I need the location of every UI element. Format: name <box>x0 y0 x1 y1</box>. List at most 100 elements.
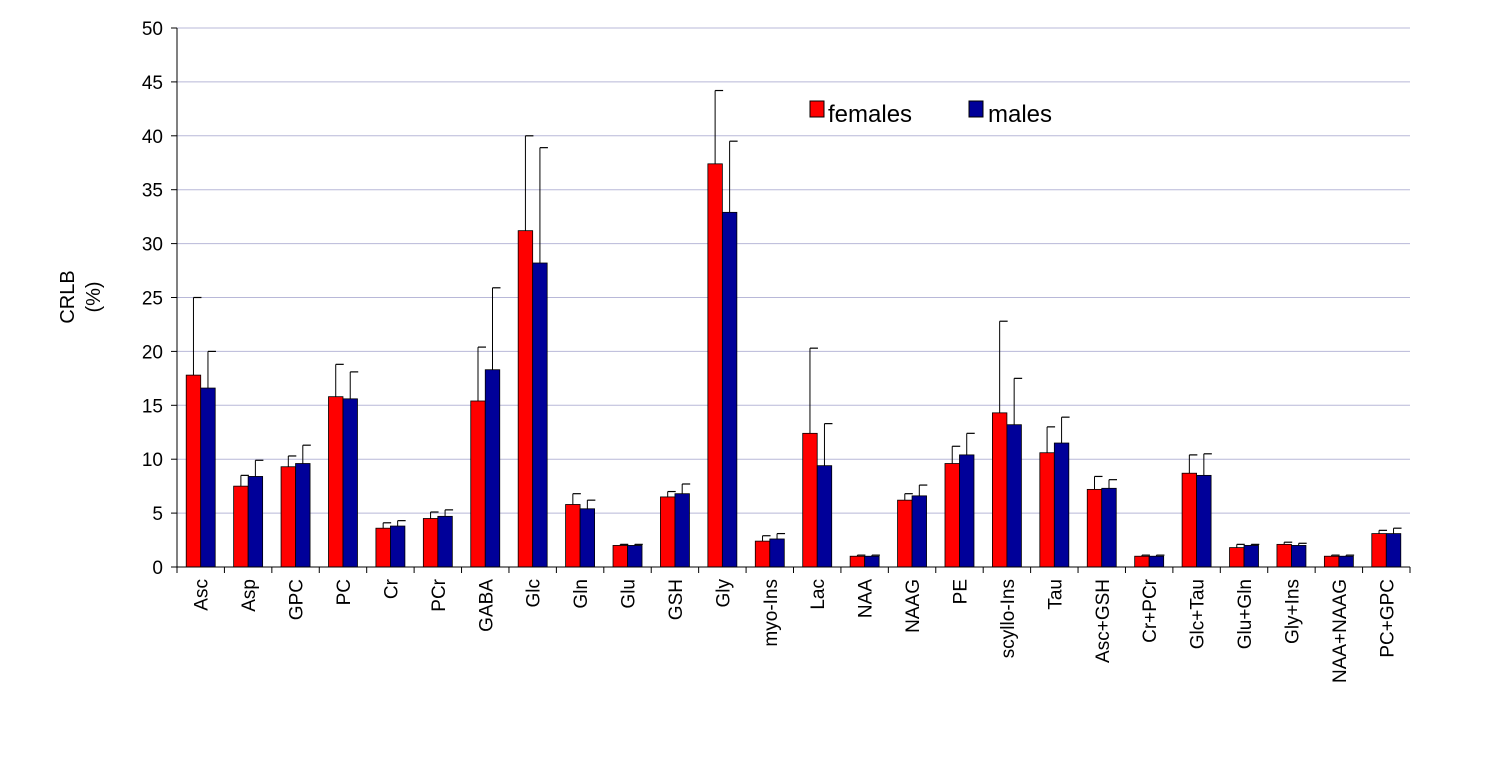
y-axis-label-line2: (%) <box>83 281 105 312</box>
y-axis-label: CRLB (%) <box>57 270 105 323</box>
bar-males-Cr <box>390 525 406 568</box>
bar-females-Lac <box>802 432 818 568</box>
bar-females-scyllo-Ins <box>992 412 1008 568</box>
bar-females-Gln <box>565 504 581 568</box>
x-tick-label: Glu+Gln <box>1235 579 1256 649</box>
bar-males-scyllo-Ins <box>1006 424 1022 568</box>
bar-males-Lac <box>816 465 833 568</box>
x-tick-label: Gly+Ins <box>1282 579 1303 644</box>
bars <box>185 163 1402 568</box>
bar-males-Asp <box>247 476 264 568</box>
bar-males-Gly <box>721 211 738 568</box>
x-tick-label: Glu <box>619 579 640 609</box>
bar-females-Glc+Tau <box>1181 472 1197 568</box>
gridlines <box>177 27 1410 514</box>
bar-females-Glu <box>612 545 628 568</box>
bar-males-GABA <box>484 369 501 568</box>
bar-females-Cr+PCr <box>1134 555 1150 568</box>
bar-males-Cr+PCr <box>1148 555 1165 568</box>
y-tick-label: 40 <box>142 127 163 148</box>
bar-males-Glc <box>532 262 548 568</box>
error-bars <box>192 89 1402 557</box>
y-tick-label: 45 <box>142 73 163 94</box>
x-tick-label: Cr+PCr <box>1140 578 1161 643</box>
bar-females-Asc <box>185 374 202 568</box>
bar-females-GPC <box>280 466 296 568</box>
bar-males-GSH <box>674 493 690 568</box>
x-tick-label: PC+GPC <box>1377 579 1398 658</box>
bar-males-NAAG <box>911 495 927 568</box>
x-tick-label: scyllo-Ins <box>998 579 1019 658</box>
bar-males-GPC <box>295 463 311 568</box>
bar-males-Asc+GSH <box>1101 487 1117 568</box>
x-tick-labels: Asc Asp GPC PC Cr PCr GABA Glc Gln Glu GSH Gly myo-I… <box>192 578 1399 683</box>
x-tick-label: Cr <box>381 578 402 599</box>
bar-males-PC+GPC <box>1385 533 1402 568</box>
y-tick-label: 0 <box>152 558 163 579</box>
y-tick-label: 15 <box>142 396 163 417</box>
bar-males-Asc <box>200 387 216 568</box>
bar-females-Asp <box>233 485 249 568</box>
legend-label-females: females <box>828 101 912 128</box>
bar-males-PE <box>959 454 975 568</box>
bar-males-Glu+Gln <box>1243 545 1259 568</box>
bar-females-Glu+Gln <box>1229 547 1245 568</box>
y-tick-label: 20 <box>142 342 163 363</box>
y-tick-label: 25 <box>142 289 163 310</box>
bar-females-Tau <box>1039 452 1055 568</box>
bar-females-Cr <box>375 527 391 568</box>
y-tick-labels: 0 5 10 15 20 25 30 35 40 45 50 <box>142 19 163 579</box>
bar-females-PC <box>328 396 344 568</box>
x-tick-label: NAAG <box>903 579 924 633</box>
bar-males-NAA <box>864 555 880 568</box>
bar-females-Asc+GSH <box>1086 488 1103 568</box>
x-tick-label: PCr <box>429 578 450 611</box>
bar-females-Gly+Ins <box>1276 543 1292 568</box>
bar-males-PCr <box>437 515 453 568</box>
x-tick-label: Tau <box>1045 579 1066 610</box>
y-tick-label: 50 <box>142 19 163 40</box>
bar-females-GSH <box>660 496 676 568</box>
bar-males-Gly+Ins <box>1291 545 1307 568</box>
bar-males-NAA+NAAG <box>1338 555 1354 568</box>
y-tick-label: 30 <box>142 235 163 256</box>
bar-females-PE <box>944 463 960 568</box>
bar-females-Gly <box>707 163 723 568</box>
x-tick-label: Gly <box>713 579 734 608</box>
x-tick-label: Glc <box>524 579 545 608</box>
y-tick-label: 5 <box>152 504 163 525</box>
x-tick-label: Glc+Tau <box>1188 579 1209 649</box>
bar-males-myo-Ins <box>769 538 785 568</box>
x-tick-label: NAA <box>856 579 877 618</box>
legend-swatch-females <box>809 100 825 118</box>
bar-males-Glu <box>627 545 643 568</box>
x-tick-label: Asc+GSH <box>1093 579 1114 663</box>
bar-females-myo-Ins <box>754 540 771 568</box>
x-tick-label: GPC <box>287 579 308 620</box>
bar-females-NAA+NAAG <box>1323 555 1340 568</box>
x-tick-label: Asc <box>192 579 213 611</box>
axes <box>171 27 1411 573</box>
bar-males-Glc+Tau <box>1196 474 1212 568</box>
x-tick-label: Asp <box>239 579 260 612</box>
bar-males-Gln <box>579 508 595 568</box>
x-tick-label: GABA <box>476 579 497 632</box>
bar-females-PC+GPC <box>1371 533 1387 568</box>
y-tick-label: 10 <box>142 450 163 471</box>
x-tick-label: Gln <box>571 579 592 609</box>
x-tick-label: Lac <box>808 579 829 610</box>
bar-females-Glc <box>517 230 534 568</box>
x-tick-label: PC <box>334 579 355 605</box>
bar-females-NAAG <box>897 499 913 568</box>
legend-swatch-males <box>968 100 984 118</box>
x-tick-label: PE <box>950 579 971 604</box>
y-axis-label-line1: CRLB <box>57 270 79 323</box>
y-tick-label: 35 <box>142 181 163 202</box>
bar-males-PC <box>342 398 358 568</box>
bar-females-PCr <box>422 518 439 568</box>
legend: females males <box>809 100 1052 128</box>
x-tick-label: myo-Ins <box>761 579 782 647</box>
bar-females-GABA <box>470 400 486 568</box>
x-tick-label: NAA+NAAG <box>1330 579 1351 683</box>
